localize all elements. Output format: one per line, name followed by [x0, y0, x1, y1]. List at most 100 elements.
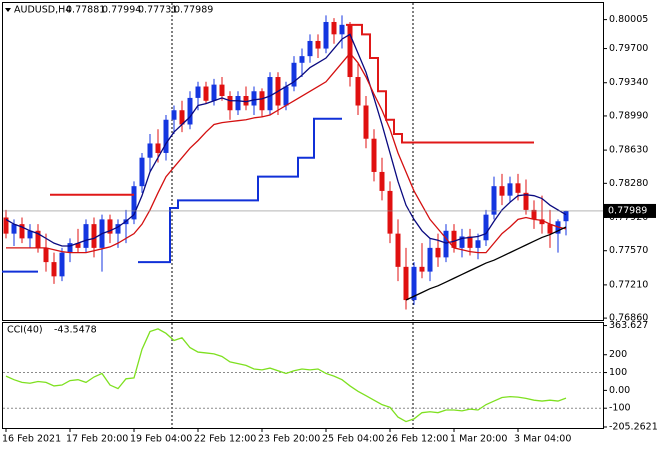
candle-body — [27, 230, 33, 239]
candle-body — [251, 91, 257, 106]
symbol-marker — [5, 8, 11, 12]
y-tick-label: 0.79700 — [609, 43, 648, 54]
candle-body — [411, 266, 417, 301]
y-tick-label: 100 — [609, 367, 627, 378]
y-tick-label: -205.2621 — [609, 421, 658, 432]
x-tick-label: 25 Feb 04:00 — [322, 434, 384, 445]
candle-body — [211, 84, 217, 101]
last-price-label: 0.77989 — [608, 205, 647, 216]
y-tick-label: -100 — [609, 403, 631, 414]
candle-body — [299, 56, 305, 63]
candle-body — [283, 86, 289, 106]
candle-body — [59, 252, 65, 277]
open-value: 0.77881 — [66, 5, 105, 16]
candle-body — [563, 210, 569, 222]
candle-body — [339, 24, 345, 35]
main-frame — [2, 2, 604, 321]
candle-body — [115, 224, 121, 234]
x-tick-label: 3 Mar 04:00 — [514, 434, 571, 445]
candle-body — [315, 40, 321, 49]
x-tick-label: 1 Mar 20:00 — [450, 434, 507, 445]
candle-body — [147, 143, 153, 158]
candle-body — [371, 138, 377, 172]
moving-average — [405, 226, 567, 301]
candle-body — [355, 77, 361, 106]
moving-average — [6, 52, 567, 254]
x-tick-label: 22 Feb 12:00 — [194, 434, 256, 445]
candle-body — [219, 84, 225, 97]
candle-body — [403, 266, 409, 301]
candle-body — [435, 247, 441, 258]
candle-body — [467, 236, 473, 248]
y-tick-label: 0.79340 — [609, 77, 648, 88]
candle-body — [363, 105, 369, 139]
candle-body — [139, 157, 145, 187]
x-tick-label: 26 Feb 12:00 — [386, 434, 448, 445]
x-tick-label: 19 Feb 04:00 — [130, 434, 192, 445]
x-tick-label: 17 Feb 20:00 — [66, 434, 128, 445]
y-tick-label: 0.78630 — [609, 145, 648, 156]
candle-body — [531, 209, 537, 220]
candle-body — [451, 230, 457, 248]
candle-body — [523, 192, 529, 210]
symbol-title: AUDUSD,H4 — [14, 5, 71, 16]
candle-body — [203, 86, 209, 101]
candle-body — [3, 217, 9, 234]
x-tick-label: 23 Feb 20:00 — [258, 434, 320, 445]
y-tick-label: 0.76860 — [609, 313, 648, 324]
close-value: 0.77989 — [174, 5, 213, 16]
high-value: 0.77994 — [102, 5, 141, 16]
y-tick-label: 0.00 — [609, 385, 630, 396]
candle-body — [515, 183, 521, 193]
y-tick-label: 363.627 — [609, 320, 648, 331]
candle-body — [539, 219, 545, 225]
candle-body — [227, 96, 233, 111]
channel-line — [346, 23, 534, 144]
y-tick-label: 0.77570 — [609, 245, 648, 256]
candle-body — [387, 190, 393, 234]
x-tick-label: 16 Feb 2021 — [2, 434, 61, 445]
candle-body — [267, 77, 273, 111]
candle-body — [459, 236, 465, 248]
candle-body — [243, 96, 249, 106]
candle-body — [67, 243, 73, 253]
candle-body — [547, 224, 553, 234]
indicator-value: -43.5478 — [54, 325, 97, 336]
candle-body — [427, 247, 433, 272]
candle-body — [179, 110, 185, 125]
y-tick-label: 0.78280 — [609, 178, 648, 189]
candle-body — [259, 91, 265, 111]
candle-body — [131, 186, 137, 220]
candle-body — [443, 230, 449, 258]
candle-body — [331, 21, 337, 35]
candle-body — [291, 62, 297, 87]
candle-body — [483, 214, 489, 241]
channel-line — [138, 117, 342, 264]
y-tick-label: 0.80005 — [609, 14, 648, 25]
candle-body — [475, 240, 481, 248]
candle-body — [235, 96, 241, 111]
candle-body — [347, 24, 353, 78]
candle-body — [75, 243, 81, 248]
candle-body — [491, 186, 497, 215]
candle-body — [163, 119, 169, 153]
indicator-line — [5, 328, 567, 423]
candle-body — [91, 224, 97, 248]
candle-body — [187, 97, 193, 125]
low-value: 0.77731 — [138, 5, 177, 16]
candle-body — [499, 186, 505, 196]
candle-body — [395, 233, 401, 267]
candle-body — [19, 224, 25, 239]
candle-body — [107, 219, 113, 234]
candle-body — [35, 230, 41, 248]
y-tick-label: 0.78990 — [609, 110, 648, 121]
candle-body — [307, 40, 313, 57]
candle-body — [83, 224, 89, 248]
indicator-title: CCI(40) — [7, 325, 43, 336]
candle-body — [379, 171, 385, 191]
y-tick-label: 0.77920 — [609, 212, 648, 223]
y-tick-label: 200 — [609, 349, 627, 360]
candle-body — [507, 183, 513, 196]
